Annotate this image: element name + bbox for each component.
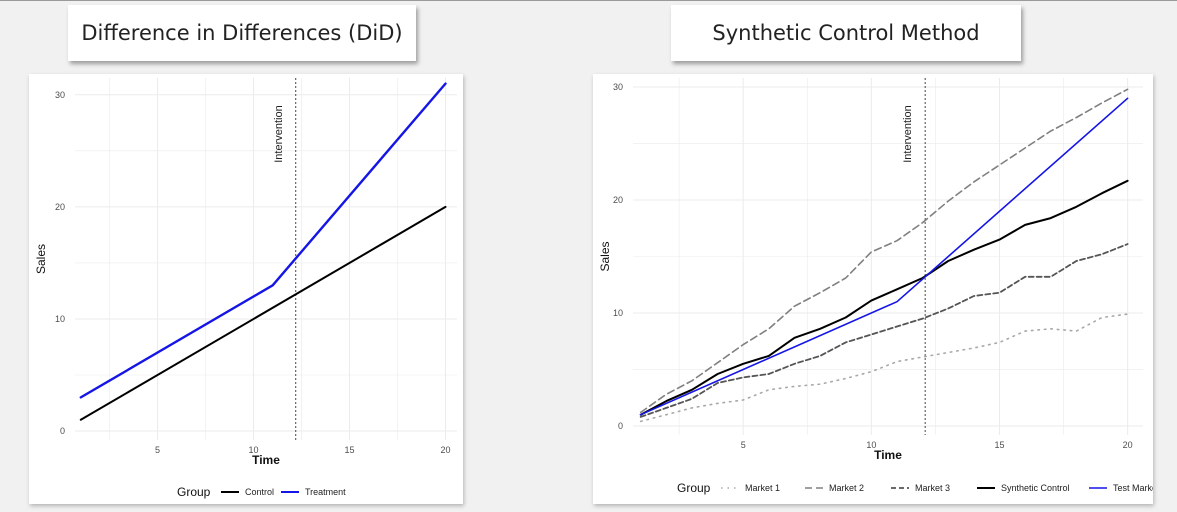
did-title: Difference in Differences (DiD)	[81, 21, 403, 45]
y-axis-label: Sales	[34, 244, 48, 274]
x-tick-label: 20	[440, 445, 450, 455]
series-line-test-market	[639, 97, 1129, 416]
series-line-market-3	[639, 243, 1129, 418]
did-chart-panel: 0 10 20 30 5 10 15 20 Time Sales Intervention Group…	[29, 74, 463, 504]
legend-label-market-2: Market 2	[829, 483, 864, 493]
scm-title-box: Synthetic Control Method	[671, 5, 1021, 61]
scm-title: Synthetic Control Method	[712, 21, 980, 45]
y-tick-label: 10	[613, 308, 623, 318]
y-axis-label: Sales	[598, 241, 612, 271]
x-tick-label: 5	[741, 440, 746, 450]
x-tick-label: 15	[994, 440, 1004, 450]
did-chart: 0 10 20 30 5 10 15 20 Time Sales Intervention Group…	[34, 78, 457, 499]
intervention-label: Intervention	[902, 105, 914, 162]
y-tick-label: 10	[55, 314, 65, 324]
x-tick-label: 20	[1123, 440, 1133, 450]
series-line-market-1	[639, 313, 1129, 423]
legend-label-treatment: Treatment	[305, 487, 346, 497]
did-title-box: Difference in Differences (DiD)	[68, 5, 416, 61]
y-tick-label: 20	[613, 195, 623, 205]
x-tick-label: 15	[344, 445, 354, 455]
intervention-label: Intervention	[273, 105, 285, 162]
y-tick-label: 0	[618, 421, 623, 431]
series-line-control	[79, 205, 447, 421]
x-tick-label: 10	[249, 445, 259, 455]
legend-label-test-market: Test Market	[1113, 483, 1153, 493]
scm-chart: 0 10 20 30 5 10 15 20 Time Sales Intervention Group…	[598, 78, 1153, 495]
legend-title: Group	[677, 481, 711, 495]
x-axis-label: Time	[874, 448, 902, 462]
legend-label-market-3: Market 3	[915, 483, 950, 493]
x-axis-label: Time	[252, 453, 280, 467]
y-tick-label: 20	[55, 202, 65, 212]
y-tick-label: 30	[55, 90, 65, 100]
scm-chart-panel: 0 10 20 30 5 10 15 20 Time Sales Intervention Group…	[593, 74, 1153, 504]
y-tick-label: 30	[613, 82, 623, 92]
series-line-synthetic-control	[639, 179, 1129, 416]
x-tick-label: 5	[155, 445, 160, 455]
legend-label-synthetic-control: Synthetic Control	[1001, 483, 1070, 493]
legend-label-control: Control	[245, 487, 274, 497]
legend-label-market-1: Market 1	[745, 483, 780, 493]
series-line-treatment	[79, 82, 447, 399]
series-line-market-2	[639, 88, 1129, 414]
legend-title: Group	[177, 485, 211, 499]
x-tick-label: 10	[866, 440, 876, 450]
y-tick-label: 0	[60, 426, 65, 436]
top-border-line	[0, 0, 1177, 1]
